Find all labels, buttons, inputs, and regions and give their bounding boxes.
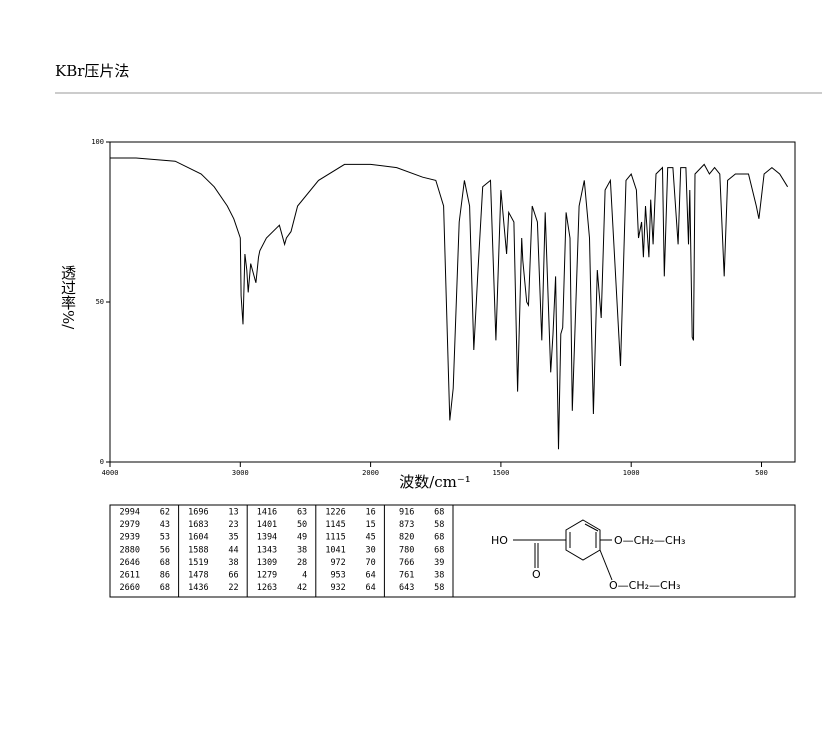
peak-transmittance: 28 <box>297 558 307 568</box>
peak-transmittance: 66 <box>228 571 238 581</box>
x-tick-label: 3000 <box>232 469 249 477</box>
peak-wavenumber: 2660 <box>120 583 140 593</box>
y-tick-label: 0 <box>100 458 104 466</box>
peak-transmittance: 70 <box>366 558 376 568</box>
peak-wavenumber: 1401 <box>257 520 277 530</box>
peak-wavenumber: 916 <box>399 508 414 518</box>
structure <box>513 519 613 581</box>
peak-transmittance: 22 <box>228 583 238 593</box>
y-tick-label: 50 <box>96 298 104 306</box>
peak-transmittance: 62 <box>160 508 170 518</box>
peak-transmittance: 64 <box>366 571 376 581</box>
x-tick-label: 500 <box>755 469 768 477</box>
y-axis-label: 透过率%/ <box>59 265 77 330</box>
peak-wavenumber: 1145 <box>325 520 345 530</box>
peak-transmittance: 42 <box>297 583 307 593</box>
peak-wavenumber: 1279 <box>257 571 277 581</box>
peak-wavenumber: 1696 <box>188 508 208 518</box>
peak-transmittance: 68 <box>160 558 170 568</box>
peak-wavenumber: 820 <box>399 533 414 543</box>
peak-wavenumber: 1115 <box>325 533 345 543</box>
structure-label: O—CH₂—CH₃ <box>614 534 685 547</box>
peak-transmittance: 68 <box>434 508 444 518</box>
peak-transmittance: 39 <box>434 558 444 568</box>
peak-wavenumber: 1588 <box>188 545 208 555</box>
structure-label: O—CH₂—CH₃ <box>609 579 680 592</box>
plot-frame <box>109 141 796 463</box>
peak-wavenumber: 1683 <box>188 520 208 530</box>
peak-wavenumber: 1394 <box>257 533 277 543</box>
peak-transmittance: 43 <box>160 520 170 530</box>
peak-transmittance: 15 <box>366 520 376 530</box>
peak-transmittance: 23 <box>228 520 238 530</box>
peak-wavenumber: 761 <box>399 571 414 581</box>
peak-wavenumber: 2611 <box>120 571 140 581</box>
peak-wavenumber: 1041 <box>325 545 345 555</box>
peak-wavenumber: 2994 <box>120 508 140 518</box>
peak-wavenumber: 2939 <box>120 533 140 543</box>
peak-wavenumber: 953 <box>330 571 345 581</box>
x-tick-label: 1500 <box>492 469 509 477</box>
peak-transmittance: 30 <box>366 545 376 555</box>
peak-transmittance: 44 <box>228 545 238 555</box>
peak-wavenumber: 1343 <box>257 545 277 555</box>
spectrum <box>110 157 789 450</box>
peak-transmittance: 86 <box>160 571 170 581</box>
peak-transmittance: 56 <box>160 545 170 555</box>
y-tick-label: 100 <box>91 138 104 146</box>
peak-transmittance: 45 <box>366 533 376 543</box>
peak-wavenumber: 1519 <box>188 558 208 568</box>
peak-transmittance: 58 <box>434 520 444 530</box>
peak-transmittance: 58 <box>434 583 444 593</box>
peak-transmittance: 38 <box>228 558 238 568</box>
peak-wavenumber: 972 <box>330 558 345 568</box>
peak-transmittance: 68 <box>434 533 444 543</box>
peak-wavenumber: 2979 <box>120 520 140 530</box>
peak-transmittance: 13 <box>228 508 238 518</box>
peak-wavenumber: 1416 <box>257 508 277 518</box>
peak-transmittance: 68 <box>434 545 444 555</box>
peak-wavenumber: 873 <box>399 520 414 530</box>
peak-wavenumber: 1263 <box>257 583 277 593</box>
peak-wavenumber: 1226 <box>325 508 345 518</box>
x-tick-label: 4000 <box>102 469 119 477</box>
peak-transmittance: 49 <box>297 533 307 543</box>
x-tick-label: 2000 <box>362 469 379 477</box>
peak-transmittance: 50 <box>297 520 307 530</box>
x-axis-label: 波数/cm⁻¹ <box>399 473 471 491</box>
peak-wavenumber: 932 <box>330 583 345 593</box>
peak-transmittance: 64 <box>366 583 376 593</box>
peak-transmittance: 53 <box>160 533 170 543</box>
peak-wavenumber: 780 <box>399 545 414 555</box>
structure-label: HO <box>491 534 508 547</box>
x-tick-label: 1000 <box>623 469 640 477</box>
peak-transmittance: 4 <box>302 571 307 581</box>
peak-wavenumber: 766 <box>399 558 414 568</box>
peak-wavenumber: 1478 <box>188 571 208 581</box>
peak-wavenumber: 643 <box>399 583 414 593</box>
peak-transmittance: 63 <box>297 508 307 518</box>
peak-wavenumber: 2880 <box>120 545 140 555</box>
peak-transmittance: 38 <box>297 545 307 555</box>
peak-wavenumber: 1436 <box>188 583 208 593</box>
peak-transmittance: 35 <box>228 533 238 543</box>
peak-transmittance: 16 <box>366 508 376 518</box>
peak-wavenumber: 2646 <box>120 558 140 568</box>
peak-wavenumber: 1604 <box>188 533 208 543</box>
peak-transmittance: 38 <box>434 571 444 581</box>
peak-wavenumber: 1309 <box>257 558 277 568</box>
peak-transmittance: 68 <box>160 583 170 593</box>
structure-label: O <box>532 568 541 581</box>
title: KBr压片法 <box>55 62 129 80</box>
